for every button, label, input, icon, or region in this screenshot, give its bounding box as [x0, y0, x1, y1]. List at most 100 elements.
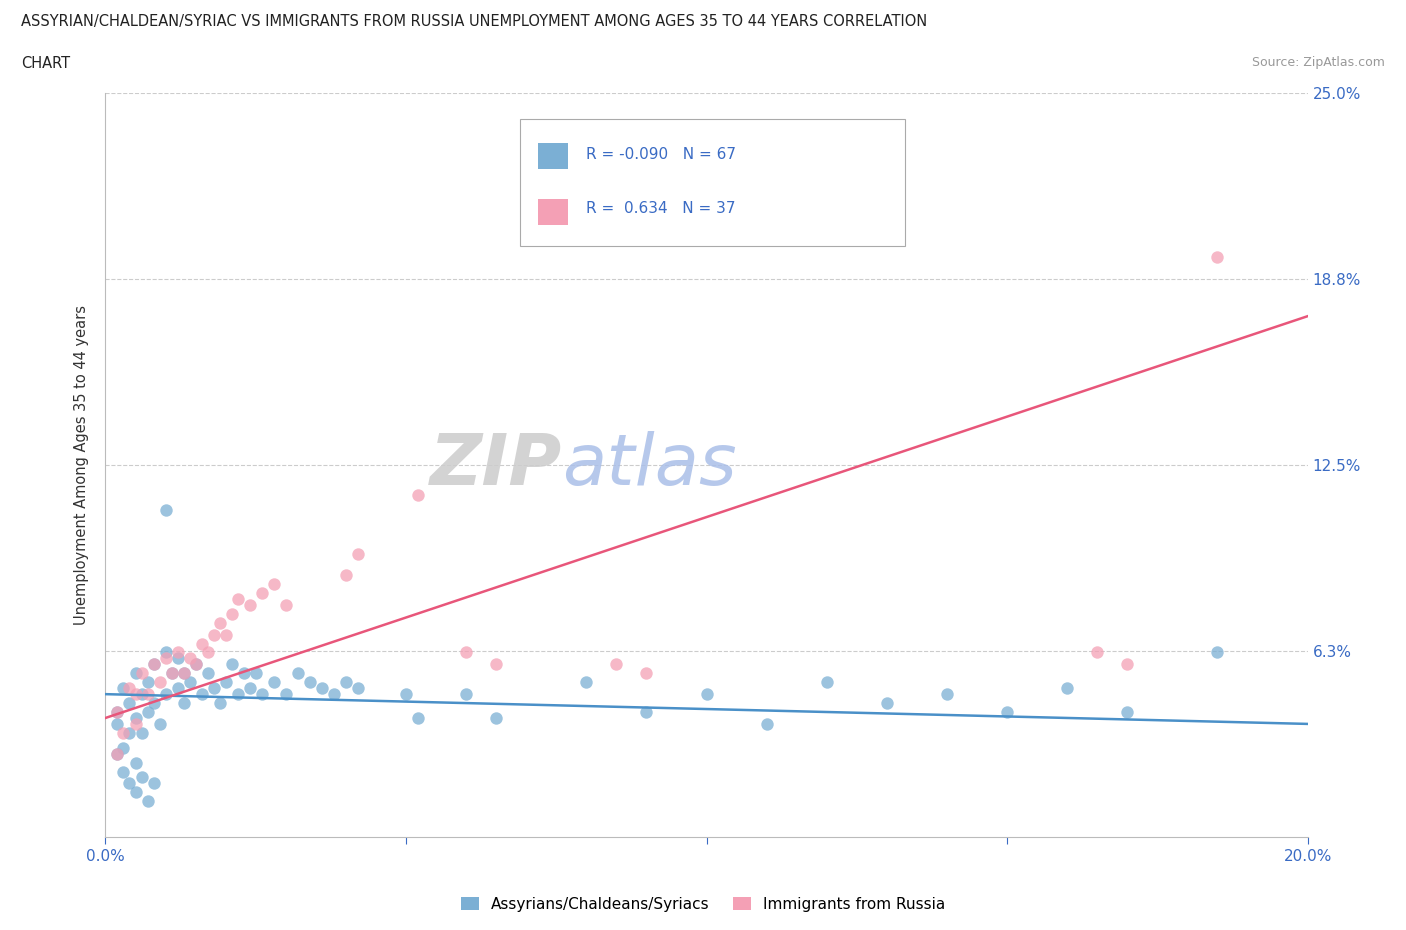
Point [995, 705, 1018, 720]
Point [155, 645, 177, 660]
Point [263, 577, 285, 591]
Point [245, 666, 267, 681]
Point [131, 666, 153, 681]
Point [155, 502, 177, 517]
FancyBboxPatch shape [538, 143, 568, 169]
Point [232, 666, 254, 681]
Point [197, 645, 219, 660]
Point [454, 645, 477, 660]
Point [239, 681, 262, 696]
Point [190, 636, 212, 651]
Point [160, 666, 183, 681]
Point [136, 686, 159, 701]
Point [395, 686, 418, 701]
Point [131, 770, 153, 785]
Point [112, 725, 135, 740]
Point [107, 705, 129, 720]
Point [636, 705, 658, 720]
Point [124, 716, 146, 731]
Point [347, 681, 370, 696]
Point [112, 740, 135, 755]
Point [263, 675, 285, 690]
Point [274, 686, 297, 701]
Point [131, 725, 153, 740]
Point [136, 794, 159, 809]
Point [208, 616, 231, 631]
Y-axis label: Unemployment Among Ages 35 to 44 years: Unemployment Among Ages 35 to 44 years [75, 305, 90, 625]
Point [190, 686, 212, 701]
Point [274, 597, 297, 612]
Point [118, 681, 141, 696]
Point [815, 675, 838, 690]
Text: atlas: atlas [562, 431, 737, 499]
Point [124, 666, 146, 681]
Point [148, 716, 170, 731]
Point [118, 725, 141, 740]
Point [214, 627, 236, 642]
Point [696, 686, 718, 701]
Point [202, 681, 225, 696]
Point [1206, 645, 1229, 660]
Point [184, 657, 207, 671]
Point [636, 666, 658, 681]
FancyBboxPatch shape [520, 119, 905, 246]
Point [1085, 645, 1108, 660]
Point [166, 681, 188, 696]
Point [166, 651, 188, 666]
Point [485, 711, 508, 725]
Point [936, 686, 959, 701]
Point [1056, 681, 1078, 696]
Point [197, 666, 219, 681]
Point [107, 716, 129, 731]
Point [124, 785, 146, 800]
Point [876, 696, 898, 711]
Point [202, 627, 225, 642]
Point [155, 651, 177, 666]
Text: ZIP: ZIP [430, 431, 562, 499]
Point [406, 711, 429, 725]
Point [112, 681, 135, 696]
Point [298, 675, 321, 690]
Point [107, 746, 129, 761]
Point [173, 696, 195, 711]
Point [142, 657, 165, 671]
Point [118, 696, 141, 711]
Point [131, 686, 153, 701]
Point [136, 705, 159, 720]
Point [226, 686, 249, 701]
Point [239, 597, 262, 612]
Point [214, 675, 236, 690]
Point [124, 755, 146, 770]
Point [179, 651, 201, 666]
Point [755, 716, 778, 731]
Point [454, 686, 477, 701]
Point [1116, 705, 1139, 720]
Text: Source: ZipAtlas.com: Source: ZipAtlas.com [1251, 56, 1385, 69]
Point [124, 711, 146, 725]
Point [148, 675, 170, 690]
Point [142, 696, 165, 711]
Point [335, 675, 357, 690]
Point [1206, 249, 1229, 264]
Text: R =  0.634   N = 37: R = 0.634 N = 37 [586, 201, 735, 216]
Point [226, 591, 249, 606]
Text: ASSYRIAN/CHALDEAN/SYRIAC VS IMMIGRANTS FROM RUSSIA UNEMPLOYMENT AMONG AGES 35 TO: ASSYRIAN/CHALDEAN/SYRIAC VS IMMIGRANTS F… [21, 14, 928, 29]
Point [250, 586, 273, 601]
Point [184, 657, 207, 671]
Point [166, 645, 188, 660]
Point [322, 686, 344, 701]
Point [815, 190, 838, 205]
Point [107, 746, 129, 761]
Point [142, 776, 165, 790]
Point [406, 487, 429, 502]
FancyBboxPatch shape [538, 199, 568, 225]
Point [287, 666, 309, 681]
Point [155, 686, 177, 701]
Point [118, 776, 141, 790]
Point [124, 686, 146, 701]
Point [605, 657, 627, 671]
Point [208, 696, 231, 711]
Point [160, 666, 183, 681]
Point [311, 681, 333, 696]
Point [142, 657, 165, 671]
